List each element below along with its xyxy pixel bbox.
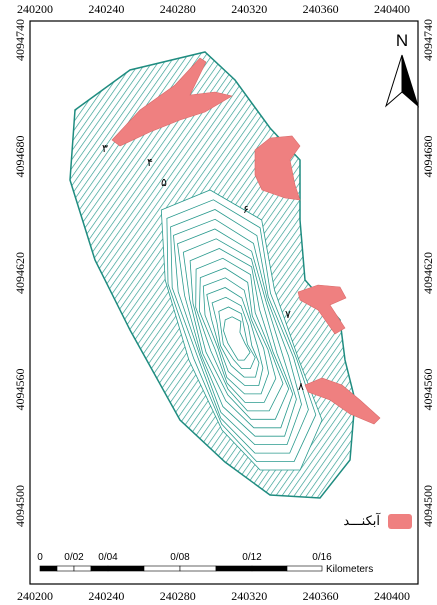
- scale-segment: [143, 565, 181, 572]
- scale-label: 0/02: [64, 552, 84, 563]
- scale-bar: 0 0/02 0/04 0/08 0/12 0/16: [37, 552, 332, 572]
- contour-line: [206, 287, 264, 386]
- y-tick-label-left: 4094620: [13, 252, 27, 294]
- contour-line: [177, 228, 297, 437]
- y-tick-label-right: 4094680: [421, 136, 435, 178]
- contour-line: [189, 248, 290, 420]
- scale-segment: [107, 565, 145, 572]
- contour-line: [173, 218, 302, 446]
- map-frame: [29, 20, 419, 585]
- scale-label: 0/08: [170, 552, 190, 563]
- scale-segment: [251, 565, 288, 572]
- x-tick-label-top: 240360: [303, 2, 339, 16]
- y-tick-label-left: 4094500: [13, 485, 27, 527]
- scale-label: 0/16: [312, 552, 332, 563]
- x-tick-label-bottom: 240280: [160, 589, 196, 603]
- contour-line: [170, 209, 309, 454]
- scale-segment: [56, 565, 75, 572]
- contour-line: [223, 316, 251, 361]
- point-label: ۵: [161, 177, 167, 189]
- x-tick-label-bottom: 240320: [231, 589, 267, 603]
- contour-line: [202, 277, 270, 395]
- y-tick-label-left: 4094560: [13, 369, 27, 411]
- contour-line: [195, 257, 284, 412]
- north-label: N: [396, 31, 408, 50]
- scale-segment: [39, 565, 58, 572]
- contour-line: [166, 199, 317, 463]
- contour-line: [182, 238, 294, 429]
- y-tick-label-right: 4094620: [421, 252, 435, 294]
- scale-label: 0/04: [98, 552, 118, 563]
- y-tick-label-left: 4094680: [13, 136, 27, 178]
- scale-label: 0/12: [242, 552, 262, 563]
- contour-line: [160, 189, 323, 471]
- contour-line: [218, 306, 256, 370]
- x-tick-label-top: 240240: [88, 2, 124, 16]
- contour-line: [198, 267, 277, 403]
- x-tick-label-bottom: 240360: [303, 589, 339, 603]
- y-tick-label-right: 4094740: [421, 19, 435, 61]
- scale-segment: [286, 565, 323, 572]
- contour-line: [211, 296, 260, 378]
- north-arrow-right: [401, 54, 420, 108]
- point-label: ۷: [285, 309, 291, 321]
- gully: [304, 377, 381, 425]
- y-tick-label-right: 4094500: [421, 485, 435, 527]
- point-label: ۸: [298, 381, 304, 393]
- north-arrow: N: [384, 31, 420, 108]
- x-tick-label-top: 240200: [17, 2, 53, 16]
- scale-segment: [90, 565, 109, 572]
- legend-swatch: [388, 514, 412, 529]
- scale-segment: [73, 565, 92, 572]
- x-tick-label-top: 240400: [374, 2, 410, 16]
- scale-label: 0: [37, 552, 43, 563]
- y-tick-label-left: 4094740: [13, 19, 27, 61]
- x-tick-label-top: 240320: [231, 2, 267, 16]
- gullies: [111, 57, 381, 425]
- scale-unit: Kilometers: [326, 564, 373, 575]
- point-label: ۳: [102, 143, 108, 155]
- point-label: ۴: [147, 157, 153, 169]
- gully: [297, 284, 347, 335]
- x-tick-label-bottom: 240400: [374, 589, 410, 603]
- legend-label: آبکنـــد: [343, 512, 381, 528]
- scale-segment: [215, 565, 253, 572]
- y-tick-label-right: 4094560: [421, 369, 435, 411]
- gully: [111, 57, 233, 147]
- scale-segment: [179, 565, 217, 572]
- point-label: ۶: [243, 204, 249, 216]
- x-tick-label-top: 240280: [160, 2, 196, 16]
- x-tick-label-bottom: 240200: [17, 589, 53, 603]
- x-tick-label-bottom: 240240: [88, 589, 124, 603]
- gully: [254, 135, 301, 201]
